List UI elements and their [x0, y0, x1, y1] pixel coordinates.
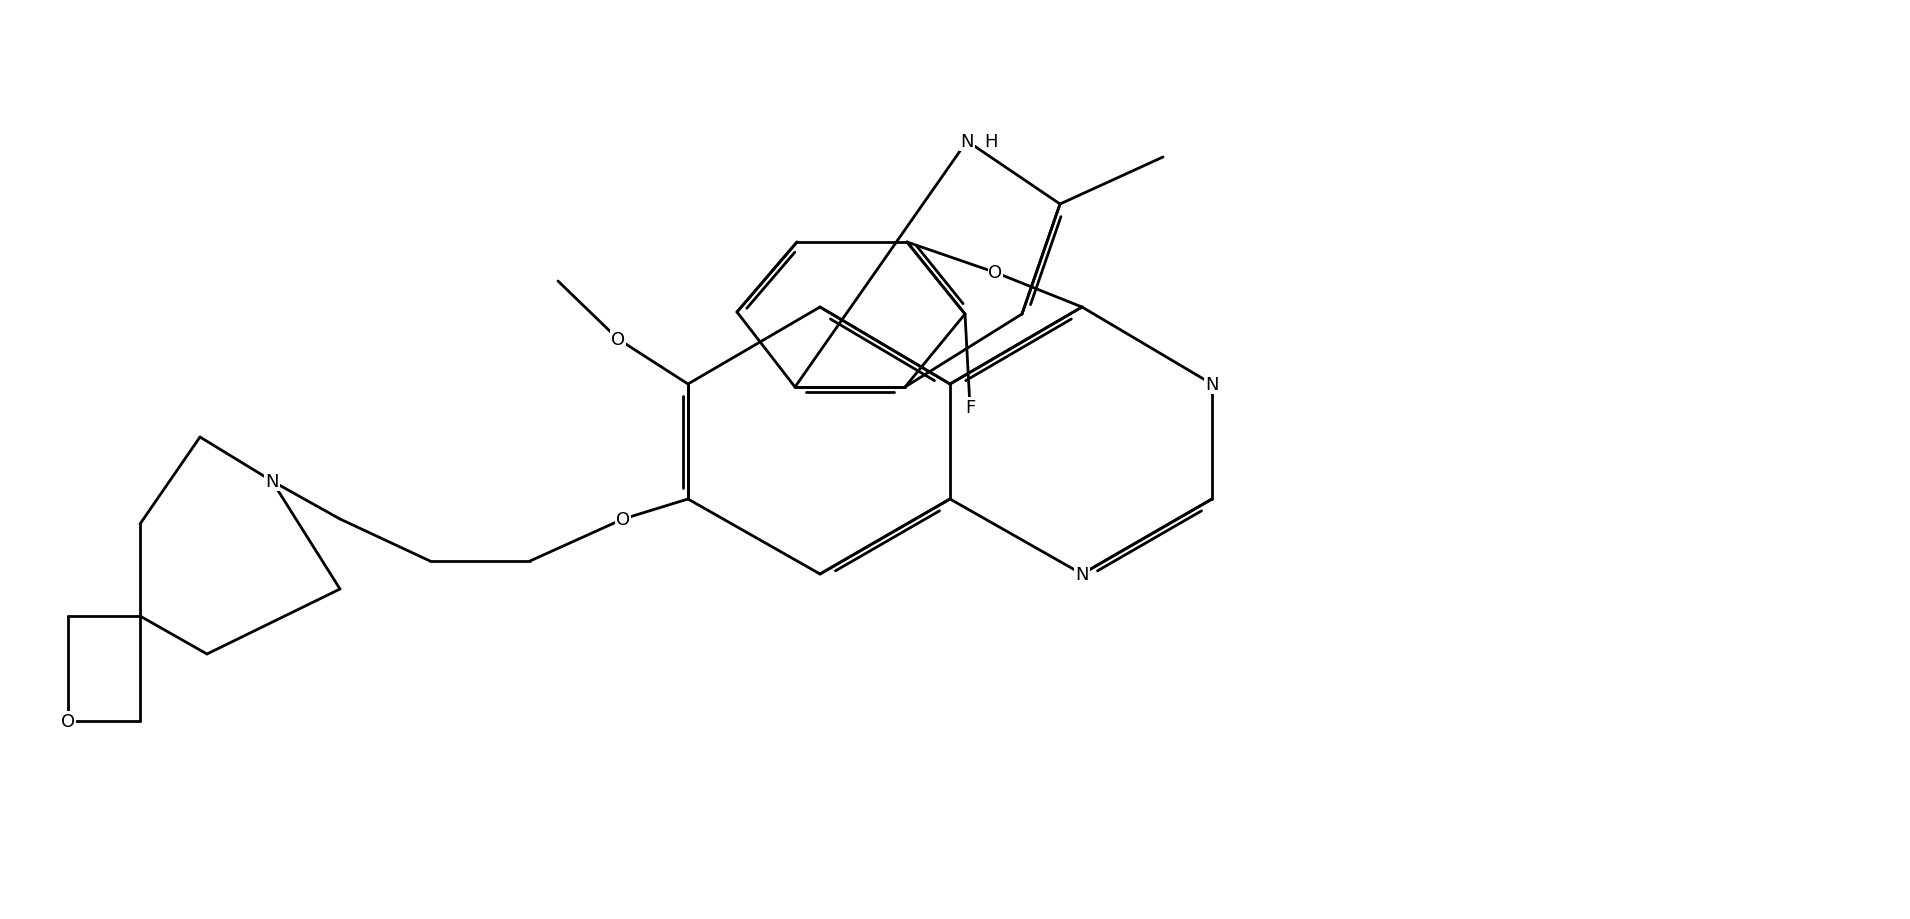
Text: O: O: [989, 265, 1003, 282]
Text: O: O: [615, 510, 630, 528]
Text: O: O: [611, 331, 625, 348]
Text: H: H: [984, 133, 997, 151]
Text: N: N: [265, 472, 279, 491]
Text: O: O: [61, 712, 74, 731]
Text: N: N: [961, 133, 974, 151]
Text: F: F: [965, 399, 976, 416]
Text: N: N: [1205, 376, 1219, 393]
Text: N: N: [1075, 565, 1089, 584]
